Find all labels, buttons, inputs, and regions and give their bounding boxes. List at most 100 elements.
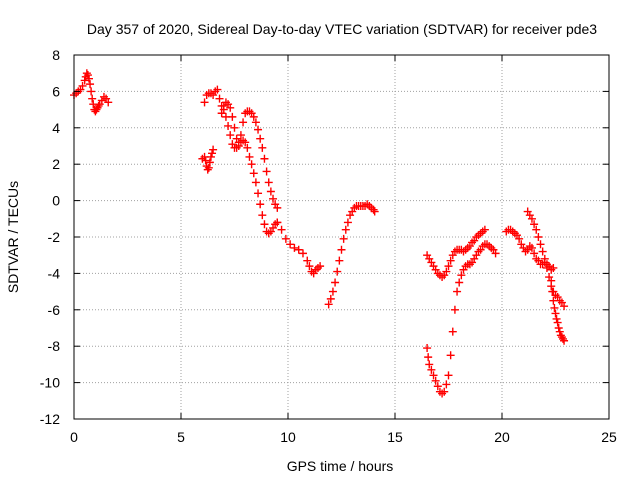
data-point [200, 98, 209, 107]
data-point [333, 267, 342, 276]
data-point [290, 243, 299, 252]
data-point [450, 305, 459, 314]
data-point [217, 109, 226, 118]
x-tick-label: 25 [601, 429, 617, 445]
data-point [553, 318, 562, 327]
data-point [444, 262, 453, 271]
data-point [256, 134, 265, 143]
data-point [424, 353, 433, 362]
data-point [560, 336, 569, 345]
data-point [228, 112, 237, 121]
grid-lines [74, 55, 609, 419]
y-tick-label: -6 [48, 302, 61, 318]
data-point [444, 371, 453, 380]
data-point [78, 81, 87, 90]
data-point [256, 200, 265, 209]
data-point [427, 365, 436, 374]
data-point [104, 98, 113, 107]
data-point [206, 152, 215, 161]
data-point [234, 138, 243, 147]
data-point [448, 327, 457, 336]
data-point [226, 131, 235, 140]
y-tick-label: 0 [52, 193, 60, 209]
data-point [258, 211, 267, 220]
data-point [542, 263, 551, 272]
data-point [230, 123, 239, 132]
data-point [208, 149, 217, 158]
data-point [264, 178, 273, 187]
data-point [239, 118, 248, 127]
data-point [433, 382, 442, 391]
data-point [540, 254, 549, 263]
data-point [203, 165, 212, 174]
data-point [491, 249, 500, 258]
data-point [254, 189, 263, 198]
data-point [251, 178, 260, 187]
data-point [266, 187, 275, 196]
data-point [446, 351, 455, 360]
data-point [247, 160, 256, 169]
y-tick-label: -2 [48, 229, 61, 245]
data-point [273, 203, 282, 212]
axis-ticks: 0 5 10 15 20 25 -12 -10 -8 -6 -4 -2 0 2 4 6 8 [40, 47, 617, 445]
data-point [335, 256, 344, 265]
data-point [87, 87, 96, 96]
data-point [341, 225, 350, 234]
data-point [548, 287, 557, 296]
y-axis-label: SDTVAR / TECUs [5, 181, 21, 293]
data-point [369, 205, 378, 214]
data-point [551, 309, 560, 318]
y-tick-label: -12 [40, 411, 60, 427]
data-point [324, 300, 333, 309]
y-tick-label: -10 [40, 375, 60, 391]
data-point [260, 220, 269, 229]
data-point [560, 302, 569, 311]
data-point [431, 376, 440, 385]
data-point [258, 143, 267, 152]
data-point [455, 278, 464, 287]
data-point [331, 278, 340, 287]
data-point [226, 103, 235, 112]
data-point [555, 327, 564, 336]
data-point [86, 80, 95, 89]
data-point [262, 167, 271, 176]
data-point [305, 262, 314, 271]
x-tick-label: 20 [494, 429, 510, 445]
data-points [70, 69, 569, 398]
data-point [536, 240, 545, 249]
data-point [343, 218, 352, 227]
data-point [515, 234, 524, 243]
data-point [423, 344, 432, 353]
data-point [558, 334, 567, 343]
data-point [440, 387, 449, 396]
data-point [453, 287, 462, 296]
data-point [249, 112, 258, 121]
y-tick-label: 6 [52, 83, 60, 99]
x-axis-label: GPS time / hours [287, 458, 394, 474]
data-point [326, 294, 335, 303]
data-point [254, 125, 263, 134]
y-tick-label: 8 [52, 47, 60, 63]
data-point [215, 94, 224, 103]
data-point [370, 207, 379, 216]
data-point [249, 169, 258, 178]
data-point [530, 220, 539, 229]
x-tick-label: 15 [387, 429, 403, 445]
data-point [303, 256, 312, 265]
data-point [538, 247, 547, 256]
data-point [298, 249, 307, 258]
y-tick-label: -8 [48, 338, 61, 354]
data-point [260, 154, 269, 163]
x-tick-label: 5 [177, 429, 185, 445]
data-point [273, 218, 282, 227]
data-point [480, 225, 489, 234]
data-point [243, 143, 252, 152]
data-point [204, 163, 213, 172]
data-point [277, 225, 286, 234]
data-point [446, 256, 455, 265]
y-tick-label: -4 [48, 265, 61, 281]
data-point [209, 145, 218, 154]
data-point [82, 69, 91, 78]
data-point [549, 296, 558, 305]
